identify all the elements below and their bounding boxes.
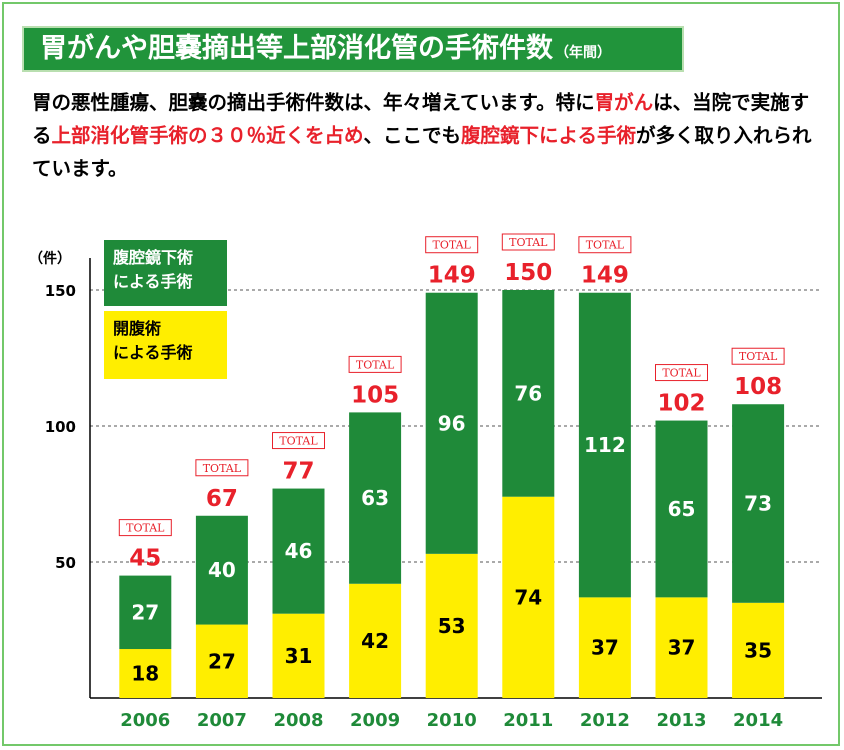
bar-laparoscopic (195, 515, 248, 625)
bar-laparoscopic (578, 292, 631, 598)
desc-part: は、当院で実施する (32, 91, 810, 147)
total-badge-text: TOTAL (662, 367, 701, 380)
desc-part: 胃の悪性腫瘍、胆嚢の摘出手術件数は、年々増えています。特に (32, 91, 595, 114)
bar-open-surgery (195, 624, 248, 698)
total-badge (655, 364, 708, 382)
desc-highlight: 胃がん (594, 91, 654, 114)
y-tick-label: 100 (45, 418, 76, 436)
bar-open-surgery (502, 496, 555, 698)
total-badge (578, 236, 632, 254)
title-text: 胃がんや胆嚢摘出等上部消化管の手術件数 (40, 33, 553, 64)
data-label-open: 53 (438, 614, 466, 638)
page-title: 胃がんや胆嚢摘出等上部消化管の手術件数 （年間） (22, 26, 684, 72)
data-label-open: 27 (208, 649, 236, 673)
bar-open-surgery (119, 649, 172, 698)
total-badge-text: TOTAL (279, 435, 318, 448)
total-badge-text: TOTAL (586, 239, 625, 252)
data-label-laparoscopic: 112 (584, 433, 626, 457)
legend-open-line1: 開腹術 (113, 319, 162, 338)
x-tick-label: 2007 (197, 710, 247, 731)
y-axis-label: （件） (29, 250, 71, 267)
legend-laparoscopic-line2: による手術 (113, 272, 193, 291)
total-badge (501, 233, 555, 251)
legend-laparoscopic-line1: 腹腔鏡下術 (113, 248, 194, 267)
bar-open-surgery (655, 597, 708, 698)
bar-open-surgery (732, 602, 785, 698)
data-label-laparoscopic: 63 (361, 486, 389, 510)
x-tick-label: 2011 (503, 710, 553, 731)
data-label-laparoscopic: 73 (744, 492, 772, 516)
total-label: 149 (428, 263, 476, 289)
total-badge (348, 355, 402, 373)
data-label-open: 35 (744, 638, 772, 662)
bar-laparoscopic (425, 292, 478, 554)
data-label-open: 18 (131, 662, 159, 686)
data-label-laparoscopic: 27 (131, 600, 159, 624)
data-label-laparoscopic: 76 (514, 381, 542, 405)
desc-highlight: 腹腔鏡下による手術 (461, 124, 636, 147)
y-tick-label: 150 (45, 282, 76, 300)
total-badge-text: TOTAL (126, 522, 165, 535)
total-label: 150 (504, 260, 552, 286)
x-tick-label: 2009 (350, 710, 400, 731)
y-tick-label: 50 (55, 554, 76, 572)
data-label-open: 37 (591, 636, 619, 660)
total-badge (731, 347, 785, 365)
legend-open: 開腹術 による手術 (104, 311, 227, 379)
total-badge-text: TOTAL (433, 239, 472, 252)
desc-part: 、ここでも (363, 124, 462, 147)
total-label: 77 (282, 459, 314, 485)
desc-part: が多く取り入れられています。 (32, 124, 812, 180)
desc-highlight: 上部消化管手術の３０％近くを占め (51, 124, 364, 147)
x-tick-label: 2012 (580, 710, 630, 731)
data-label-laparoscopic: 46 (285, 539, 313, 563)
x-tick-label: 2006 (120, 710, 170, 731)
bar-open-surgery (349, 583, 402, 698)
total-label: 105 (351, 382, 399, 408)
data-label-laparoscopic: 65 (668, 497, 696, 521)
total-badge-text: TOTAL (203, 462, 242, 475)
total-badge-text: TOTAL (356, 358, 395, 371)
total-label: 102 (657, 391, 705, 417)
data-label-open: 42 (361, 629, 389, 653)
total-label: 149 (581, 263, 629, 289)
total-badge (118, 519, 172, 537)
total-label: 108 (734, 374, 782, 400)
bar-laparoscopic (349, 412, 402, 584)
total-badge-text: TOTAL (739, 350, 778, 363)
title-sub: （年間） (555, 45, 611, 61)
data-label-open: 74 (514, 585, 542, 609)
data-label-open: 31 (285, 644, 313, 668)
legend-open-line2: による手術 (113, 343, 193, 362)
bar-open-surgery (272, 613, 325, 698)
legend-laparoscopic: 腹腔鏡下術 による手術 (104, 240, 227, 306)
data-label-laparoscopic: 40 (208, 558, 236, 582)
total-label: 67 (206, 486, 238, 512)
x-tick-label: 2013 (656, 710, 706, 731)
total-badge (425, 236, 479, 254)
bar-laparoscopic (655, 420, 708, 598)
data-label-open: 37 (668, 636, 696, 660)
bar-laparoscopic (272, 488, 325, 614)
x-tick-label: 2008 (273, 710, 323, 731)
total-badge (195, 459, 249, 477)
description-text: 胃の悪性腫瘍、胆嚢の摘出手術件数は、年々増えています。特に胃がんは、当院で実施す… (32, 86, 822, 185)
bar-open-surgery (578, 597, 631, 698)
x-tick-label: 2014 (733, 710, 783, 731)
total-badge (272, 432, 325, 450)
bar-laparoscopic (119, 575, 172, 650)
x-tick-label: 2010 (427, 710, 477, 731)
data-label-laparoscopic: 96 (438, 411, 466, 435)
bar-laparoscopic (732, 404, 785, 603)
total-label: 45 (129, 546, 161, 572)
bar-laparoscopic (502, 290, 555, 497)
bar-open-surgery (425, 553, 478, 698)
total-badge-text: TOTAL (509, 236, 548, 249)
